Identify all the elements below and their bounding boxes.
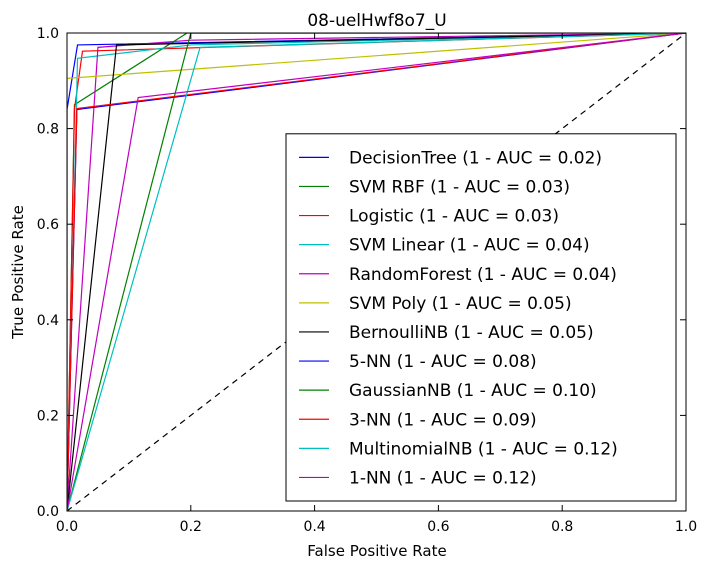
y-tick-label: 0.2: [37, 408, 59, 424]
x-tick-label: 0.2: [180, 519, 202, 535]
series-line-12: [67, 33, 686, 511]
legend-entry: Logistic (1 - AUC = 0.03): [349, 207, 559, 227]
x-tick-label: 1.0: [675, 519, 697, 535]
legend-entry: MultinomialNB (1 - AUC = 0.12): [349, 439, 618, 459]
y-axis-title: True Positive Rate: [9, 205, 27, 340]
legend-entry: SVM RBF (1 - AUC = 0.03): [349, 177, 570, 197]
legend: DecisionTree (1 - AUC = 0.02) SVM RBF (1 …: [285, 133, 677, 502]
series-line-7: [67, 33, 686, 511]
chance-diagonal-line: [67, 33, 686, 511]
x-tick-label: 0.4: [303, 519, 325, 535]
chart-title: 08-uelHwf8o7_U: [307, 11, 446, 31]
y-tick-label: 0.0: [37, 504, 59, 520]
legend-entry: DecisionTree (1 - AUC = 0.02): [349, 148, 602, 168]
y-tick-label: 0.8: [37, 122, 59, 138]
axis-ticks: 0.0 0.2 0.4 0.6 0.8 1.0 0.0 0.2 0.4 0.6 0.8 1.0: [37, 26, 697, 535]
legend-entry: SVM Linear (1 - AUC = 0.04): [349, 236, 590, 256]
legend-entry: 3-NN (1 - AUC = 0.09): [349, 410, 537, 430]
plot-frame: [66, 32, 687, 512]
series-line-10: [67, 33, 686, 511]
x-tick-label: 0.8: [551, 519, 573, 535]
legend-entry: RandomForest (1 - AUC = 0.04): [349, 265, 617, 285]
y-tick-label: 1.0: [37, 26, 59, 42]
x-axis-title: False Positive Rate: [307, 542, 446, 560]
series-line-11: [67, 33, 686, 511]
y-tick-label: 0.6: [37, 217, 59, 233]
legend-entry: SVM Poly (1 - AUC = 0.05): [349, 294, 572, 314]
legend-entry: 5-NN (1 - AUC = 0.08): [349, 352, 537, 372]
series-line-6: [67, 33, 686, 511]
legend-entry: BernoulliNB (1 - AUC = 0.05): [349, 323, 594, 343]
series-line-9: [67, 33, 686, 511]
x-tick-label: 0.0: [56, 519, 78, 535]
legend-box: [285, 133, 677, 502]
legend-entry: 1-NN (1 - AUC = 0.12): [349, 468, 537, 488]
y-tick-label: 0.4: [37, 313, 59, 329]
legend-entry: GaussianNB (1 - AUC = 0.10): [349, 381, 597, 401]
x-tick-label: 0.6: [427, 519, 449, 535]
